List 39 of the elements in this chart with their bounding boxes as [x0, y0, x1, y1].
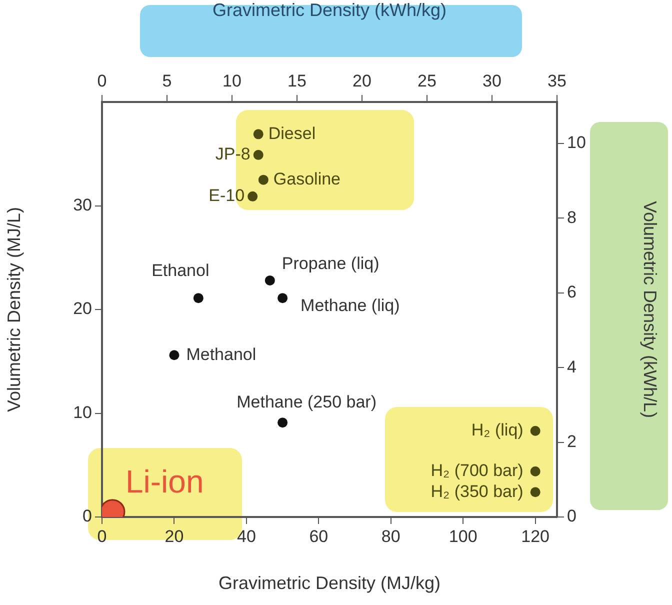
y2-tick-label: 6: [567, 282, 576, 302]
y2-tick-label: 0: [567, 506, 576, 526]
y2-tick-label: 4: [567, 357, 576, 376]
annotation: Methanol: [186, 344, 256, 364]
annotation: JP-8: [215, 144, 250, 164]
y-tick-label: 10: [73, 402, 92, 422]
x-tick-label: 100: [448, 526, 478, 546]
x-tick-label: 120: [521, 526, 550, 546]
annotation: H₂ (350 bar): [430, 482, 524, 501]
x-axis-title: Gravimetric Density (MJ/kg): [218, 573, 441, 594]
annotation: Gasoline: [273, 170, 341, 188]
x-tick-label: 40: [236, 526, 256, 546]
annotation: Li-ion: [125, 464, 204, 500]
x2-tick-label: 10: [222, 71, 242, 90]
y2-tick-label: 8: [567, 208, 576, 227]
annotation: E-10: [208, 186, 245, 206]
x2-tick-label: 15: [288, 71, 306, 90]
y2-axis-title: Volumetric Density (kWh/L): [640, 200, 660, 418]
annotation: Methane (liq): [300, 296, 400, 315]
x2-tick-label: 20: [352, 71, 372, 90]
annotation: Ethanol: [152, 260, 210, 280]
x-tick-label: 80: [381, 526, 400, 546]
x-tick-label: 60: [309, 526, 328, 546]
y2-tick-label: 2: [567, 432, 576, 451]
annotation: Propane (liq): [282, 254, 380, 274]
annotation: Diesel: [268, 124, 316, 143]
annotation: H₂ (700 bar): [430, 461, 524, 480]
y2-tick-label: 10: [567, 133, 586, 152]
annotation: Methane (250 bar): [236, 392, 376, 412]
y-tick-label: 20: [73, 299, 92, 318]
x2-axis-title: Gravimetric Density (kWh/kg): [212, 0, 447, 20]
x2-tick-label: 25: [418, 71, 436, 90]
x2-tick-label: 5: [162, 71, 172, 90]
x2-tick-label: 35: [548, 71, 566, 90]
y-axis-title: Volumetric Density (MJ/L): [4, 206, 24, 412]
x2-tick-label: 30: [482, 71, 502, 90]
annotation: H₂ (liq): [471, 420, 524, 440]
x2-tick-label: 0: [97, 71, 107, 90]
y-tick-label: 30: [73, 195, 92, 214]
